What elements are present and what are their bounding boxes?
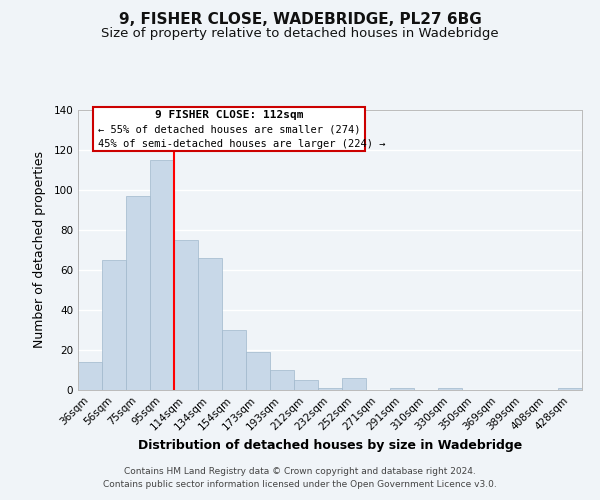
Bar — [198, 258, 222, 390]
Text: ← 55% of detached houses are smaller (274): ← 55% of detached houses are smaller (27… — [98, 124, 361, 134]
Text: 45% of semi-detached houses are larger (224) →: 45% of semi-detached houses are larger (… — [98, 138, 386, 148]
Text: Contains HM Land Registry data © Crown copyright and database right 2024.: Contains HM Land Registry data © Crown c… — [124, 467, 476, 476]
Bar — [150, 160, 174, 390]
Bar — [270, 370, 294, 390]
Bar — [342, 378, 366, 390]
Y-axis label: Number of detached properties: Number of detached properties — [34, 152, 46, 348]
FancyBboxPatch shape — [93, 107, 365, 150]
Bar — [126, 196, 150, 390]
Bar — [438, 388, 462, 390]
Bar — [222, 330, 246, 390]
Bar — [294, 380, 318, 390]
Text: Contains public sector information licensed under the Open Government Licence v3: Contains public sector information licen… — [103, 480, 497, 489]
Text: 9 FISHER CLOSE: 112sqm: 9 FISHER CLOSE: 112sqm — [155, 110, 304, 120]
X-axis label: Distribution of detached houses by size in Wadebridge: Distribution of detached houses by size … — [138, 438, 522, 452]
Text: Size of property relative to detached houses in Wadebridge: Size of property relative to detached ho… — [101, 28, 499, 40]
Bar — [78, 362, 102, 390]
Bar — [174, 240, 198, 390]
Text: 9, FISHER CLOSE, WADEBRIDGE, PL27 6BG: 9, FISHER CLOSE, WADEBRIDGE, PL27 6BG — [119, 12, 481, 28]
Bar — [102, 260, 126, 390]
Bar — [318, 388, 342, 390]
Bar — [246, 352, 270, 390]
Bar — [558, 388, 582, 390]
Bar — [390, 388, 414, 390]
